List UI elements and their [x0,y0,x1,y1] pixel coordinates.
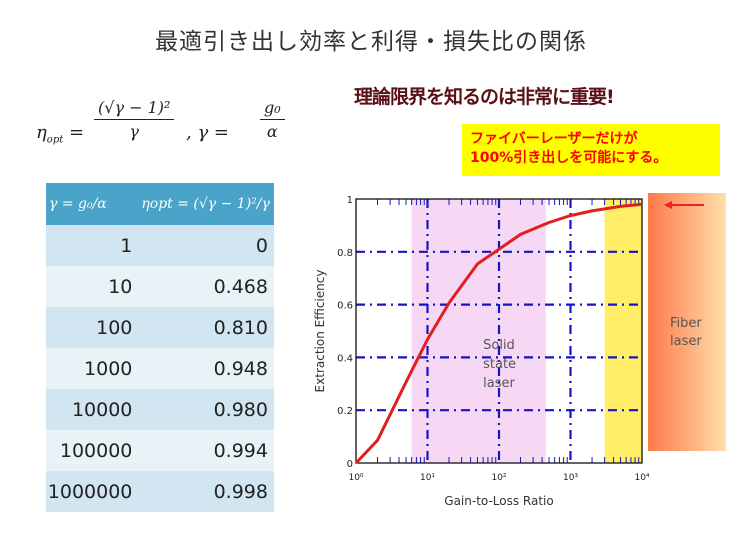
fiber-laser-callout: ファイバーレーザーだけが 100%引き出しを可能にする。 [462,124,720,176]
gamma-definition: , γ = [186,122,230,143]
efficiency-formula: ηopt = (√γ − 1)² γ , γ = g₀ α [36,98,296,168]
gamma-value: 10 [46,266,139,307]
eta-denominator: γ [129,122,139,141]
eta-value: 0.980 [138,389,274,430]
table-row: 100 0.810 [46,307,274,348]
x-tick-label: 10⁴ [634,473,649,483]
x-tick-label: 10¹ [420,473,435,483]
table-row: 1000000 0.998 [46,471,274,512]
arrow-head [664,201,672,209]
x-axis-label: Gain-to-Loss Ratio [444,494,553,508]
table-row: 100000 0.994 [46,430,274,471]
y-tick-label: 0.8 [337,248,353,259]
slide-title: 最適引き出し効率と利得・損失比の関係 [155,29,587,55]
solid-state-label: laser [483,376,515,391]
solid-state-label: Solid [483,338,515,353]
callout-line-2: 100%引き出しを可能にする。 [470,150,668,166]
eta-numerator: (√γ − 1)² [94,98,175,120]
table-row: 10 0.468 [46,266,274,307]
gamma-fraction: g₀ α [260,98,285,141]
x-tick-label: 10⁰ [348,473,363,483]
eta-value: 0.994 [138,430,274,471]
gamma-value: 1 [46,225,139,266]
headline: 理論限界を知るのは非常に重要! [354,86,615,108]
eta-value: 0.468 [138,266,274,307]
table-row: 1000 0.948 [46,348,274,389]
eta-fraction: (√γ − 1)² γ [94,98,175,141]
gamma-value: 1000000 [46,471,139,512]
x-tick-label: 10³ [563,473,578,483]
eta-value: 0 [138,225,274,266]
gamma-value: 10000 [46,389,139,430]
fiber-laser-label: laser [670,334,702,349]
table-row: 10000 0.980 [46,389,274,430]
efficiency-table: γ = g₀/α ηopt = (√γ − 1)²/γ 1 0 10 0.468 100… [46,183,274,512]
gamma-denominator: α [266,122,278,141]
y-axis-label: Extraction Efficiency [313,270,327,393]
solid-state-label: state [483,357,516,372]
plot-frame [355,198,643,464]
fiber-laser-panel [648,193,726,451]
y-tick-label: 0 [347,459,353,470]
header-gamma: γ = g₀/α [46,183,139,225]
gamma-value: 1000 [46,348,139,389]
extraction-efficiency-chart: 0 0.2 0.4 0.6 0.8 1 10⁰ 10¹ 10² 10³ 10⁴ Gain-to-Los… [313,193,726,508]
y-tick-label: 0.6 [337,301,353,312]
eta-value: 0.998 [138,471,274,512]
y-tick-label: 1 [347,195,353,206]
gamma-value: 100000 [46,430,139,471]
y-tick-label: 0.2 [337,406,353,417]
table-body: 1 0 10 0.468 100 0.810 1000 0.948 10000 0.980 1000… [46,225,274,512]
x-tick-label: 10² [491,473,506,483]
callout-line-1: ファイバーレーザーだけが [470,131,638,147]
table-header-row: γ = g₀/α ηopt = (√γ − 1)²/γ [46,183,274,225]
gamma-numerator: g₀ [260,98,285,120]
header-eta: ηopt = (√γ − 1)²/γ [138,183,274,225]
eta-value: 0.810 [138,307,274,348]
fiber-laser-label: Fiber [670,316,702,331]
efficiency-curve [354,202,643,465]
eta-value: 0.948 [138,348,274,389]
gamma-value: 100 [46,307,139,348]
fiber-region [604,199,642,463]
eta-opt-symbol: ηopt = [36,122,85,146]
y-tick-label: 0.4 [337,353,353,364]
